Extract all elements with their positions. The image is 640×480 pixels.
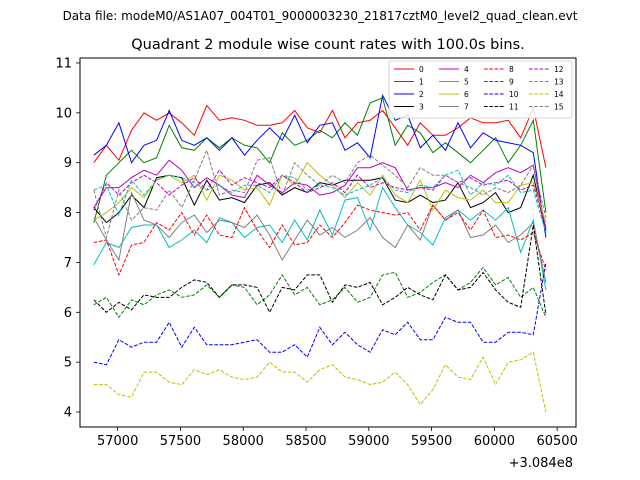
x-tick-label-57500: 57500 (160, 434, 201, 449)
series-line-11 (93, 224, 547, 315)
series-line-13 (93, 169, 547, 233)
legend-label-8: 8 (509, 65, 514, 74)
legend-label-2: 2 (419, 90, 424, 99)
legend-label-6: 6 (464, 90, 469, 99)
x-tick-label-57000: 57000 (97, 434, 138, 449)
chart-title: Quadrant 2 module wise count rates with … (131, 37, 525, 53)
y-tick-label-9: 9 (64, 156, 72, 171)
legend-label-14: 14 (554, 90, 564, 99)
legend-label-12: 12 (554, 65, 564, 74)
plot-area: 57000 57500 58000 58500 59000 59500 60000 60500… (55, 56, 577, 449)
series-line-4 (93, 159, 547, 231)
y-tick-label-11: 11 (55, 56, 72, 71)
x-tick-label-60500: 60500 (536, 434, 577, 449)
legend-label-11: 11 (509, 103, 519, 112)
legend-label-1: 1 (419, 78, 424, 87)
series-line-15 (93, 148, 547, 240)
y-tick-label-5: 5 (64, 356, 72, 371)
legend-box (388, 60, 573, 119)
legend-label-4: 4 (464, 65, 469, 74)
y-tick-label-7: 7 (64, 256, 72, 271)
series-line-2 (93, 93, 547, 238)
legend-label-9: 9 (509, 78, 514, 87)
series-line-7 (93, 190, 547, 283)
x-tick-label-59000: 59000 (348, 434, 389, 449)
axes-frame (79, 57, 577, 428)
y-tick-label-10: 10 (55, 106, 72, 121)
series-line-9 (93, 266, 547, 319)
legend-label-5: 5 (464, 78, 469, 87)
legend-label-3: 3 (419, 103, 424, 112)
y-tick-label-8: 8 (64, 206, 72, 221)
series-line-8 (93, 204, 547, 277)
x-tick-label-59500: 59500 (411, 434, 452, 449)
legend-label-7: 7 (464, 103, 469, 112)
legend-label-15: 15 (554, 103, 564, 112)
series-line-10 (93, 262, 547, 366)
x-tick-label-60000: 60000 (474, 434, 515, 449)
chart-suptitle: Data file: modeM0/AS1A07_004T01_90000032… (63, 9, 578, 23)
x-axis-offset-label: +3.084e8 (509, 456, 573, 471)
y-tick-label-6: 6 (64, 306, 72, 321)
y-tick-label-4: 4 (64, 406, 72, 421)
series-line-12 (93, 169, 547, 228)
x-tick-label-58000: 58000 (223, 434, 264, 449)
series-line-1 (93, 97, 547, 223)
series-line-14 (93, 351, 547, 413)
legend-label-0: 0 (419, 65, 424, 74)
legend-label-13: 13 (554, 78, 564, 87)
x-tick-label-58500: 58500 (285, 434, 326, 449)
series-line-5 (93, 186, 547, 290)
legend-label-10: 10 (509, 90, 519, 99)
